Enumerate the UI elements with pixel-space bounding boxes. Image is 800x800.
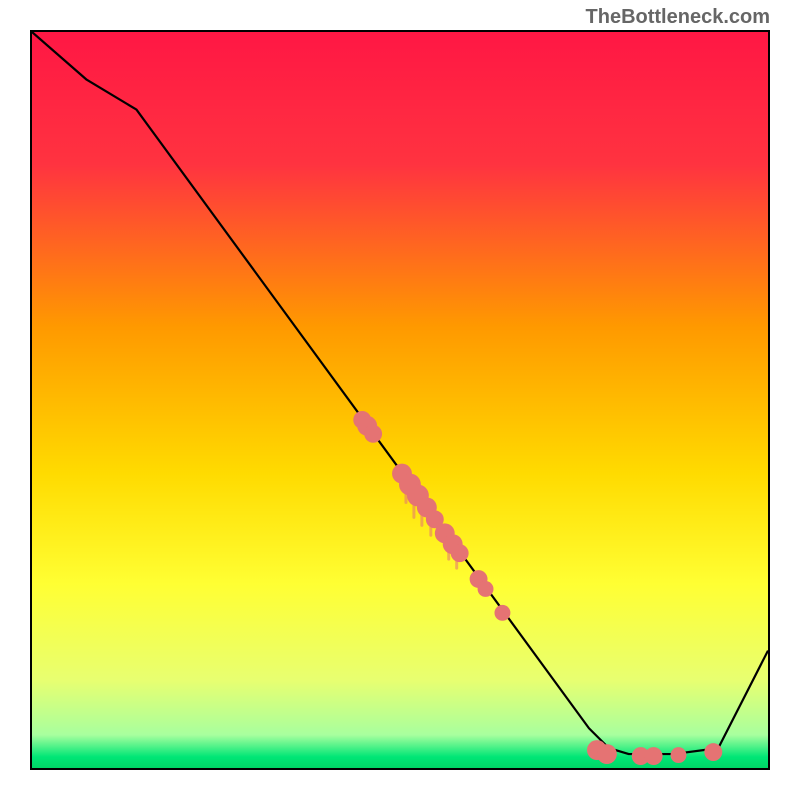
- data-marker: [478, 581, 494, 597]
- data-marker: [451, 544, 469, 562]
- data-marker: [671, 747, 687, 763]
- plot-area: [30, 30, 770, 770]
- data-marker: [704, 743, 722, 761]
- chart-container: TheBottleneck.com: [0, 0, 800, 800]
- data-marker: [645, 747, 663, 765]
- attribution-text: TheBottleneck.com: [586, 6, 770, 29]
- curve-layer: [32, 32, 768, 768]
- data-marker: [597, 744, 617, 764]
- data-marker: [494, 605, 510, 621]
- bottleneck-curve: [32, 32, 768, 754]
- data-markers: [353, 411, 722, 765]
- data-marker: [364, 425, 382, 443]
